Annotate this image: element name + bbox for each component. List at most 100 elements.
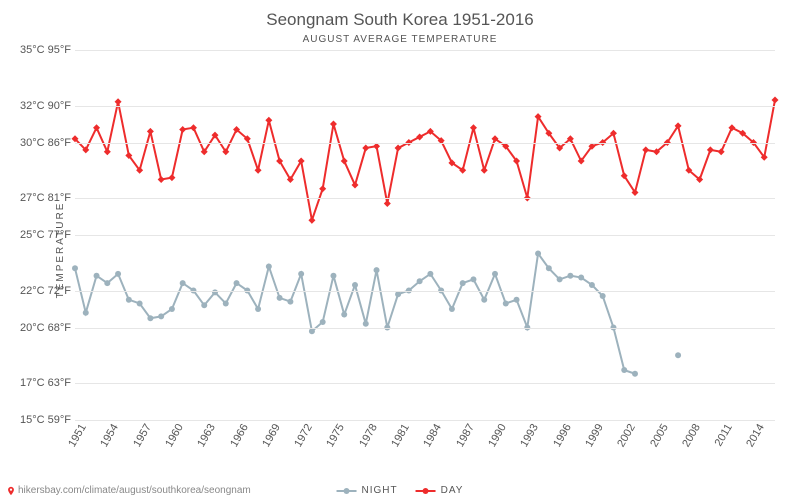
data-point [255,167,262,174]
data-point [535,251,541,257]
y-tick-label: 20°C 68°F [20,322,75,334]
x-tick-label: 2008 [677,420,703,449]
x-tick-label: 1987 [450,420,476,449]
data-point [341,312,347,318]
data-point [481,167,488,174]
data-point [642,146,649,153]
data-point [308,217,315,224]
data-point [287,299,293,305]
legend-label: DAY [441,485,464,496]
data-point [503,300,509,306]
data-point [352,282,358,288]
climate-chart: Seongnam South Korea 1951-2016 AUGUST AV… [0,0,800,500]
data-point [621,367,627,373]
data-point [460,280,466,286]
x-tick-label: 2014 [741,420,767,449]
data-point [158,176,165,183]
data-point [168,174,175,181]
legend-item-night: NIGHT [337,485,398,496]
plot-area: 15°C 59°F17°C 63°F20°C 68°F22°C 72°F25°C… [75,50,775,420]
x-tick-label: 1996 [547,420,573,449]
x-tick-label: 1954 [95,420,121,449]
data-point [147,315,153,321]
legend-marker [416,490,436,492]
x-tick-label: 1993 [515,420,541,449]
x-tick-label: 1975 [321,420,347,449]
data-point [632,371,638,377]
x-tick-label: 1963 [192,420,218,449]
y-tick-label: 30°C 86°F [20,137,75,149]
x-tick-label: 2002 [612,420,638,449]
data-point [546,265,552,271]
data-point [395,291,401,297]
data-point [427,271,433,277]
x-tick-label: 1981 [386,420,412,449]
x-tick-label: 1984 [418,420,444,449]
data-point [416,133,423,140]
data-point [72,265,78,271]
x-tick-label: 2005 [644,420,670,449]
data-point [158,313,164,319]
x-tick-label: 1972 [289,420,315,449]
legend-item-day: DAY [416,485,464,496]
chart-subtitle: AUGUST AVERAGE TEMPERATURE [0,30,800,45]
x-tick-label: 1960 [160,420,186,449]
data-point [772,96,779,103]
y-tick-label: 27°C 81°F [20,192,75,204]
gridline [75,50,775,51]
data-point [223,300,229,306]
data-point [589,282,595,288]
x-tick-label: 2011 [709,420,735,448]
data-point [470,124,477,131]
data-point [567,273,573,279]
data-point [201,302,207,308]
y-tick-label: 25°C 77°F [20,229,75,241]
data-point [277,295,283,301]
data-point [330,121,337,128]
data-point [147,128,154,135]
data-point [417,278,423,284]
gridline [75,291,775,292]
gridline [75,198,775,199]
legend-marker [337,490,357,492]
data-point [578,275,584,281]
data-point [352,182,359,189]
x-tick-label: 1966 [224,420,250,449]
data-point [137,300,143,306]
chart-title: Seongnam South Korea 1951-2016 [0,0,800,30]
data-point [104,280,110,286]
data-point [374,267,380,273]
data-point [180,280,186,286]
y-tick-label: 15°C 59°F [20,414,75,426]
data-point [362,145,369,152]
data-point [557,276,563,282]
gridline [75,328,775,329]
data-point [395,145,402,152]
data-point [115,98,122,105]
data-point [298,271,304,277]
x-tick-label: 1990 [483,420,509,449]
source-attribution: hikersbay.com/climate/august/southkorea/… [6,485,251,496]
attribution-text: hikersbay.com/climate/august/southkorea/… [18,485,251,496]
data-point [126,297,132,303]
data-point [255,306,261,312]
data-point [330,273,336,279]
series-line-day [75,100,775,220]
data-point [309,328,315,334]
y-tick-label: 32°C 90°F [20,100,75,112]
x-tick-label: 1999 [580,420,606,449]
data-point [600,293,606,299]
data-point [514,297,520,303]
data-point [718,148,725,155]
gridline [75,235,775,236]
data-point [319,185,326,192]
y-tick-label: 35°C 95°F [20,44,75,56]
data-point [190,124,197,131]
data-point [234,280,240,286]
data-point [94,273,100,279]
legend-label: NIGHT [362,485,398,496]
data-point [266,263,272,269]
data-point [363,321,369,327]
gridline [75,106,775,107]
data-point [373,143,380,150]
